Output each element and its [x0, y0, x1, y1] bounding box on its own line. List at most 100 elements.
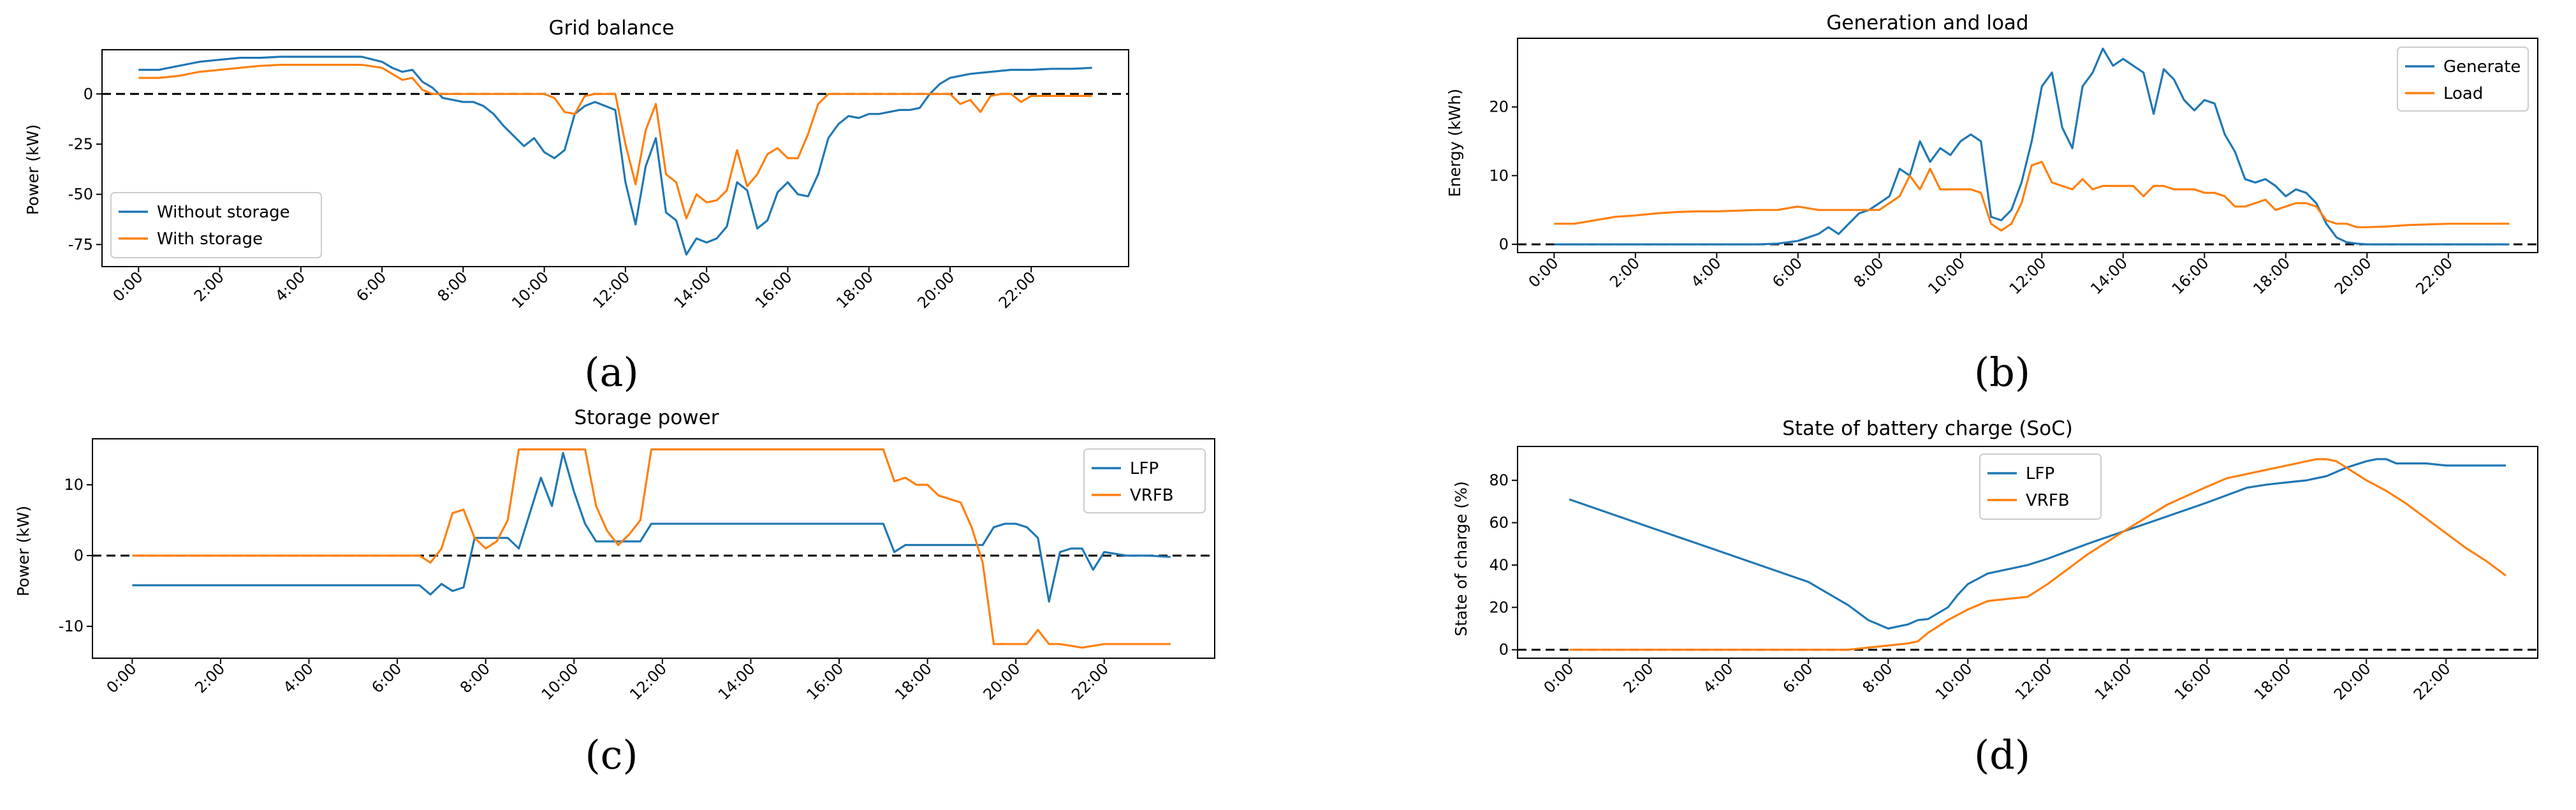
x-tick-label: 12:00: [2006, 254, 2050, 298]
x-tick-label: 0:00: [110, 268, 147, 305]
y-tick-label: -25: [68, 135, 93, 153]
series-line-with-storage: [138, 63, 1092, 219]
x-tick-label: 16:00: [752, 268, 796, 312]
legend-a: Without storage With storage: [110, 192, 322, 258]
x-tick-label: 8:00: [1859, 659, 1896, 696]
x-tick-label: 12:00: [626, 659, 670, 703]
legend-entry: With storage: [157, 230, 263, 249]
y-tick-label: -75: [68, 235, 93, 253]
x-tick-label: 22:00: [2412, 254, 2456, 298]
x-tick-label: 20:00: [914, 268, 958, 312]
plot-frame-a: [101, 49, 1129, 267]
legend-box: [1979, 453, 2102, 520]
legend-entry: LFP: [1130, 459, 1159, 478]
y-tick-label: 0: [74, 547, 84, 564]
series-line-vrfb: [1569, 458, 2506, 651]
x-tick-label: 18:00: [891, 659, 935, 703]
series-line-lfp: [132, 452, 1171, 603]
chart-title-c: Storage power: [574, 406, 719, 429]
x-tick-label: 22:00: [2410, 659, 2454, 703]
y-tick-label: 20: [1489, 98, 1509, 116]
x-tick-label: 8:00: [434, 268, 471, 305]
chart-title-d: State of battery charge (SoC): [1782, 417, 2073, 440]
x-tick-label: 22:00: [995, 268, 1039, 312]
y-axis-label-b: Energy (kWh): [1445, 89, 1464, 197]
x-tick-label: 2:00: [1606, 254, 1643, 291]
x-tick-label: 20:00: [2331, 659, 2375, 703]
chart-panel-a: Grid balance Power (kW) 0 -25 -50 -75 0:00 2:…: [24, 17, 1129, 395]
chart-panel-c: Storage power Power (kW) 10 0 -10 0:00 2:00 4…: [14, 406, 1215, 778]
x-tick-label: 6:00: [353, 268, 390, 305]
legend-entry: VRFB: [2026, 491, 2070, 510]
y-tick-label: 80: [1489, 471, 1509, 489]
legend-entry: Without storage: [157, 203, 290, 222]
legend-entry: Generate: [2443, 57, 2521, 77]
legend-b: Generate Load: [2397, 47, 2529, 112]
x-tick-label: 10:00: [508, 268, 552, 312]
legend-c: LFP VRFB: [1083, 448, 1206, 513]
x-tick-label: 0:00: [103, 659, 140, 696]
y-tick-label: 10: [1489, 166, 1509, 184]
x-tick-label: 20:00: [980, 659, 1024, 703]
x-tick-label: 6:00: [368, 659, 405, 696]
y-tick-label: 0: [84, 85, 93, 103]
legend-box: [2397, 47, 2529, 112]
plot-area-d: 80 60 40 20 0 0:00 2:00 4:00 6:00 8:00 10:00 12:00 1…: [1489, 446, 2538, 703]
x-tick-label: 22:00: [1068, 659, 1112, 703]
y-tick-label: 0: [1499, 235, 1509, 253]
x-tick-label: 4:00: [272, 268, 309, 305]
legend-entry: LFP: [2026, 464, 2054, 483]
x-tick-label: 16:00: [803, 659, 847, 703]
series-line-lfp: [1569, 458, 2506, 630]
x-tick-label: 14:00: [2091, 659, 2135, 703]
legend-d: LFP VRFB: [1979, 453, 2102, 520]
x-tick-label: 14:00: [715, 659, 759, 703]
x-tick-label: 0:00: [1540, 659, 1577, 696]
series-line-without-storage: [138, 55, 1092, 256]
plot-area-a: 0 -25 -50 -75 0:00 2:00 4:00 6:00 8:00 10:00 12:00…: [68, 49, 1129, 312]
legend-entry: VRFB: [1130, 486, 1174, 505]
panel-label-b: (b): [1974, 349, 2030, 395]
x-tick-label: 14:00: [2087, 254, 2131, 298]
plot-frame-b: [1517, 38, 2538, 253]
x-tick-label: 18:00: [833, 268, 877, 312]
y-tick-label: 60: [1489, 514, 1509, 532]
y-axis-label-a: Power (kW): [24, 124, 42, 215]
plot-frame-d: [1517, 446, 2538, 659]
series-line-vrfb: [132, 448, 1171, 649]
x-tick-label: 12:00: [589, 268, 633, 312]
x-tick-label: 0:00: [1525, 254, 1562, 291]
chart-title-b: Generation and load: [1826, 11, 2028, 34]
x-tick-label: 4:00: [1688, 254, 1725, 291]
x-tick-label: 8:00: [457, 659, 494, 696]
plot-area-c: 10 0 -10 0:00 2:00 4:00 6:00 8:00 10:00 12:00 14:0…: [59, 438, 1215, 703]
x-tick-label: 16:00: [2171, 659, 2215, 703]
panel-label-a: (a): [584, 349, 638, 395]
series-line-load: [1554, 161, 2510, 232]
x-tick-label: 2:00: [191, 268, 228, 305]
panel-label-d: (d): [1974, 732, 2030, 778]
y-axis-label-d: State of charge (%): [1452, 481, 1470, 636]
x-tick-label: 20:00: [2331, 254, 2375, 298]
legend-box: [110, 192, 322, 258]
chart-panel-b: Generation and load Energy (kWh) 0 10 20 0:…: [1445, 11, 2538, 395]
y-tick-label: -10: [59, 617, 84, 635]
y-tick-label: 10: [64, 476, 84, 494]
x-tick-label: 2:00: [191, 659, 228, 696]
x-tick-label: 12:00: [2012, 659, 2056, 703]
chart-panel-d: State of battery charge (SoC) State of c…: [1452, 417, 2538, 778]
y-tick-label: -50: [68, 186, 93, 203]
x-tick-label: 18:00: [2251, 659, 2295, 703]
x-tick-label: 4:00: [280, 659, 317, 696]
y-tick-label: 0: [1499, 641, 1509, 659]
x-tick-label: 6:00: [1769, 254, 1806, 291]
y-tick-label: 40: [1489, 556, 1509, 574]
chart-title-a: Grid balance: [549, 17, 675, 40]
x-tick-label: 6:00: [1780, 659, 1817, 696]
legend-entry: Load: [2443, 84, 2483, 103]
x-tick-label: 16:00: [2169, 254, 2213, 298]
x-tick-label: 8:00: [1850, 254, 1887, 291]
series-line-generate: [1554, 47, 2510, 246]
y-tick-label: 20: [1489, 598, 1509, 616]
